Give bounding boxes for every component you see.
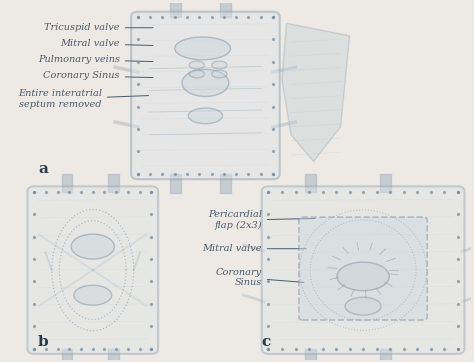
- Text: Pulmonary veins: Pulmonary veins: [38, 55, 153, 64]
- Text: Mitral valve: Mitral valve: [202, 244, 306, 253]
- Ellipse shape: [189, 70, 204, 78]
- Text: Coronary Sinus: Coronary Sinus: [43, 71, 153, 80]
- FancyBboxPatch shape: [262, 186, 465, 354]
- Ellipse shape: [212, 61, 227, 69]
- Text: c: c: [262, 334, 271, 349]
- Ellipse shape: [212, 70, 227, 78]
- Ellipse shape: [189, 61, 204, 69]
- FancyBboxPatch shape: [299, 217, 427, 320]
- Ellipse shape: [71, 234, 114, 259]
- Ellipse shape: [74, 285, 112, 305]
- Polygon shape: [282, 23, 349, 161]
- Text: Coronary
Sinus: Coronary Sinus: [216, 268, 304, 287]
- Text: b: b: [38, 334, 48, 349]
- FancyBboxPatch shape: [27, 186, 158, 354]
- FancyBboxPatch shape: [131, 12, 280, 179]
- Text: Mitral valve: Mitral valve: [60, 39, 153, 48]
- Ellipse shape: [345, 297, 381, 315]
- Text: Tricuspid valve: Tricuspid valve: [44, 23, 153, 32]
- Text: Pericardial
flap (2x3): Pericardial flap (2x3): [208, 210, 315, 230]
- Text: a: a: [38, 162, 48, 176]
- Text: Entire interatrial
septum removed: Entire interatrial septum removed: [18, 89, 148, 109]
- Ellipse shape: [175, 37, 231, 60]
- Ellipse shape: [182, 70, 229, 96]
- Ellipse shape: [188, 108, 222, 124]
- Ellipse shape: [337, 262, 389, 291]
